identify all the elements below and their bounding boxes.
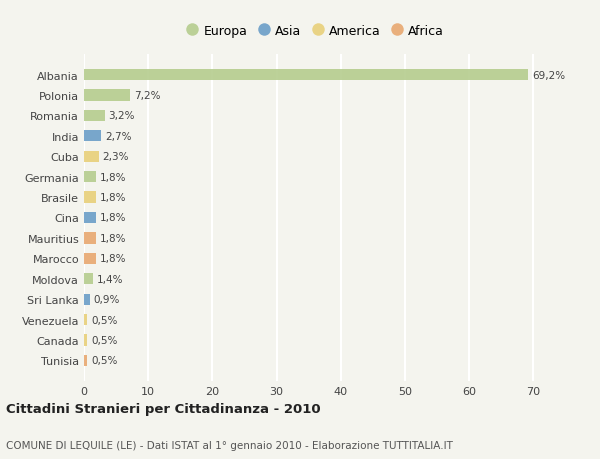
Bar: [84, 253, 95, 264]
Text: 1,8%: 1,8%: [100, 193, 126, 203]
Bar: [84, 172, 95, 183]
Text: 1,4%: 1,4%: [97, 274, 124, 284]
Bar: [84, 335, 87, 346]
Bar: [84, 233, 95, 244]
Text: 2,7%: 2,7%: [105, 132, 131, 141]
Text: 1,8%: 1,8%: [100, 254, 126, 264]
Legend: Europa, Asia, America, Africa: Europa, Asia, America, Africa: [184, 22, 446, 40]
Text: Cittadini Stranieri per Cittadinanza - 2010: Cittadini Stranieri per Cittadinanza - 2…: [6, 403, 320, 415]
Text: 0,9%: 0,9%: [94, 295, 120, 304]
Bar: [84, 213, 95, 224]
Text: 0,5%: 0,5%: [91, 335, 118, 345]
Bar: [84, 355, 87, 366]
Bar: [84, 192, 95, 203]
Text: 1,8%: 1,8%: [100, 233, 126, 243]
Bar: [84, 274, 93, 285]
Text: 1,8%: 1,8%: [100, 172, 126, 182]
Bar: [84, 90, 130, 101]
Text: 0,5%: 0,5%: [91, 356, 118, 365]
Bar: [84, 131, 101, 142]
Text: 1,8%: 1,8%: [100, 213, 126, 223]
Text: 2,3%: 2,3%: [103, 152, 129, 162]
Text: 0,5%: 0,5%: [91, 315, 118, 325]
Bar: [84, 314, 87, 325]
Bar: [84, 70, 528, 81]
Text: 7,2%: 7,2%: [134, 91, 161, 101]
Bar: [84, 151, 99, 162]
Text: COMUNE DI LEQUILE (LE) - Dati ISTAT al 1° gennaio 2010 - Elaborazione TUTTITALIA: COMUNE DI LEQUILE (LE) - Dati ISTAT al 1…: [6, 440, 453, 450]
Text: 3,2%: 3,2%: [109, 111, 135, 121]
Text: 69,2%: 69,2%: [532, 71, 565, 80]
Bar: [84, 294, 90, 305]
Bar: [84, 111, 104, 122]
